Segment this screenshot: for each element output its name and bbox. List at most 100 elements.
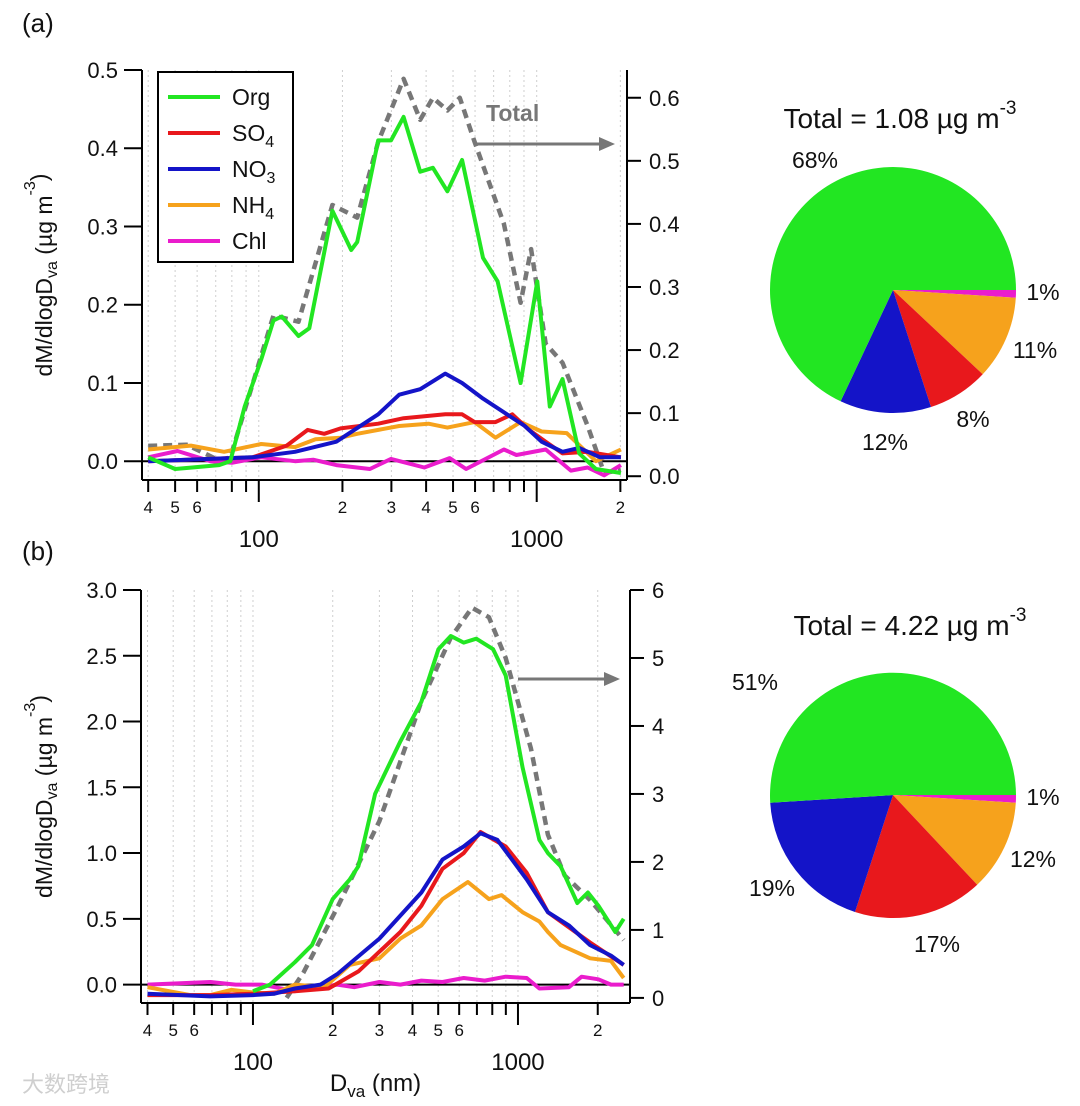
pie-slice-no3: [770, 795, 893, 912]
y2-tick-label: 5: [652, 646, 664, 671]
legend-label-chl: Chl: [232, 228, 267, 254]
y-axis-title-sub: va: [44, 783, 61, 800]
y2-tick-label: 0.5: [649, 149, 680, 174]
legend-label-main: Org: [232, 84, 270, 110]
series-line-org: [252, 634, 626, 994]
y-tick-label: 3.0: [86, 578, 117, 603]
y2-tick-label: 0.2: [649, 338, 680, 363]
pie-title-main: Total = 1.08 µg m: [783, 103, 999, 134]
legend-label-no3: NO3: [232, 156, 276, 187]
x-axis-title-rest: (nm): [365, 1070, 421, 1097]
panel-label: (b): [22, 536, 54, 566]
y2-tick-label: 0.1: [649, 401, 680, 426]
series-line-no3: [147, 831, 625, 999]
y2-tick-label: 3: [652, 782, 664, 807]
x-minor-tick-label: 2: [338, 498, 347, 517]
total-arrow-head-icon: [599, 137, 615, 151]
pie-label-org: 51%: [732, 669, 778, 695]
x-minor-tick-label: 3: [375, 1021, 384, 1040]
y2-tick-label: 4: [652, 714, 664, 739]
x-minor-tick-label: 4: [421, 498, 430, 517]
x-axis-title-sub: va: [347, 1082, 366, 1101]
legend-label-so4: SO4: [232, 120, 274, 151]
x-minor-tick-label: 2: [328, 1021, 337, 1040]
pie-slice-nh4: [893, 795, 1016, 885]
pie-slice-chl: [893, 290, 1017, 298]
y2-tick-label: 1: [652, 918, 664, 943]
pie-slice-no3: [840, 290, 931, 414]
x-minor-tick-label: 5: [170, 498, 179, 517]
y2-tick-label: 0.0: [649, 464, 680, 489]
legend-label-main: Chl: [232, 228, 267, 254]
x-minor-tick-label: 4: [408, 1021, 417, 1040]
y-axis-title-sub: va: [44, 261, 61, 278]
legend-label-sub: 3: [267, 170, 276, 187]
y-axis-title-sup: -3: [22, 181, 39, 195]
pie-label-so4: 8%: [956, 406, 989, 432]
x-major-tick-label: 1000: [510, 526, 563, 553]
legend-label-main: NH: [232, 192, 265, 218]
series-line-total: [284, 605, 626, 1000]
pie-slice-nh4: [893, 290, 1016, 375]
x-major-tick-label: 100: [239, 526, 279, 553]
y-axis-title-sup: -3: [22, 703, 39, 717]
y-axis-title-unit: (µg m: [31, 195, 57, 261]
y-axis-title-close: ): [26, 174, 52, 182]
legend-label-main: NO: [232, 156, 267, 182]
y2-tick-label: 0: [652, 986, 664, 1011]
y2-tick-label: 6: [652, 578, 664, 603]
y-axis-title: dM/dlogDva (µg m-3): [22, 174, 61, 377]
x-minor-tick-label: 4: [143, 1021, 152, 1040]
x-minor-tick-label: 5: [168, 1021, 177, 1040]
y-tick-label: 0.4: [87, 136, 118, 161]
pie-slice-so4: [893, 290, 983, 407]
y2-tick-label: 0.4: [649, 212, 680, 237]
watermark: 大数跨境: [22, 1072, 110, 1097]
x-major-tick-label: 100: [233, 1049, 273, 1076]
y2-tick-label: 0.3: [649, 275, 680, 300]
pie-slice-so4: [855, 795, 978, 919]
x-minor-tick-label: 2: [593, 1021, 602, 1040]
x-minor-tick-label: 6: [192, 498, 201, 517]
series-line-nh4: [147, 880, 626, 998]
y-axis-title: dM/dlogDva (µg m-3): [22, 695, 61, 898]
series-line-org: [147, 114, 622, 475]
pie-title: Total = 1.08 µg m-3: [783, 98, 1016, 134]
y-axis-title-unit: (µg m: [31, 717, 57, 783]
y-tick-label: 1.5: [86, 775, 117, 800]
x-axis-title-main: D: [330, 1070, 347, 1097]
y-tick-label: 0.2: [87, 293, 118, 318]
y2-tick-label: 2: [652, 850, 664, 875]
x-minor-tick-label: 2: [616, 498, 625, 517]
total-annotation: Total: [486, 100, 539, 126]
x-minor-tick-label: 6: [189, 1021, 198, 1040]
pie-title-main: Total = 4.22 µg m: [793, 610, 1009, 641]
y-axis-title-main: dM/dlogD: [31, 278, 57, 376]
panel-a-pie-chart: 1% 11% 8% 12% 68% Total = 1.08 µg m-3: [770, 98, 1060, 455]
pie-label-no3: 12%: [862, 429, 908, 455]
y-tick-label: 2.0: [86, 710, 117, 735]
pie-title-sup: -3: [1010, 605, 1027, 626]
legend-label-sub: 4: [265, 206, 274, 223]
y2-tick-label: 0.6: [649, 86, 680, 111]
pie-label-so4: 17%: [914, 931, 960, 957]
pie-title: Total = 4.22 µg m-3: [793, 605, 1026, 641]
y-tick-label: 0.0: [86, 973, 117, 998]
pie-slice-org: [770, 672, 1016, 803]
pie-label-no3: 19%: [749, 875, 795, 901]
legend-label-nh4: NH4: [232, 192, 274, 223]
pie-label-org: 68%: [792, 147, 838, 173]
x-minor-tick-label: 3: [387, 498, 396, 517]
x-minor-tick-label: 5: [448, 498, 457, 517]
pie-title-sup: -3: [1000, 98, 1017, 119]
legend-label-sub: 4: [265, 134, 274, 151]
pie-slice-org: [770, 167, 1016, 402]
y-axis-title-main: dM/dlogD: [31, 800, 57, 898]
series-line-nh4: [148, 420, 622, 464]
y-tick-label: 1.0: [86, 841, 117, 866]
total-arrow-head-icon: [604, 672, 620, 686]
x-minor-tick-label: 6: [470, 498, 479, 517]
